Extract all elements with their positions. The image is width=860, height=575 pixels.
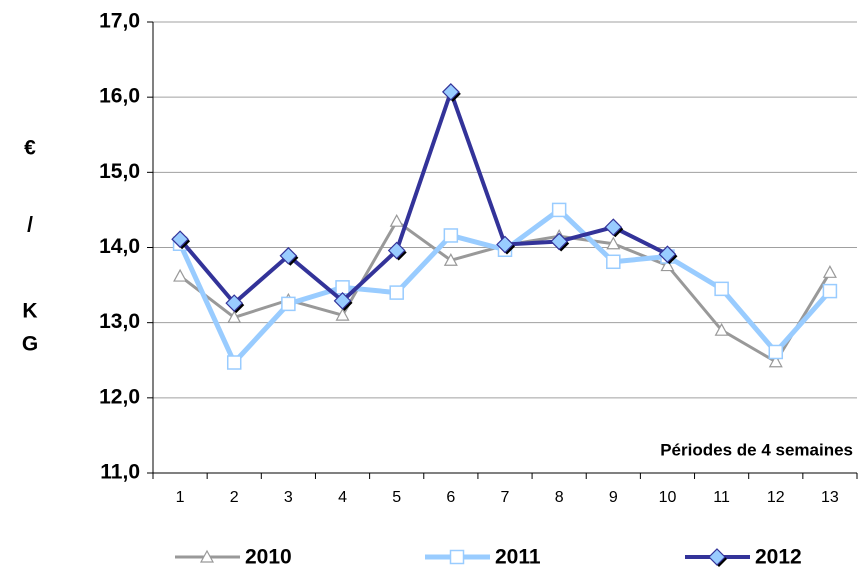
data-point xyxy=(714,322,729,336)
x-tick-label: 1 xyxy=(176,489,185,506)
data-point xyxy=(768,354,783,368)
data-point xyxy=(441,83,460,101)
data-point xyxy=(768,344,784,360)
series-line xyxy=(178,89,669,306)
y-axis-label: G xyxy=(22,333,38,356)
y-axis-label: € xyxy=(24,137,36,160)
y-tick-label: 11,0 xyxy=(100,461,140,484)
x-tick-label: 13 xyxy=(821,489,839,506)
data-point xyxy=(551,202,567,218)
data-point xyxy=(227,310,242,324)
x-tick-label: 5 xyxy=(392,489,401,506)
data-point xyxy=(496,235,514,254)
data-point xyxy=(279,246,298,265)
y-tick-label: 15,0 xyxy=(99,160,140,183)
data-point xyxy=(281,296,296,312)
data-point xyxy=(387,241,406,260)
y-axis-label: K xyxy=(22,300,37,323)
x-tick-label: 9 xyxy=(609,489,618,506)
data-point xyxy=(822,265,837,278)
y-tick-label: 12,0 xyxy=(99,385,140,408)
x-tick-label: 6 xyxy=(446,489,455,506)
data-point xyxy=(443,228,459,243)
y-tick-label: 17,0 xyxy=(99,10,140,33)
data-point xyxy=(714,281,729,297)
x-tick-label: 7 xyxy=(501,489,510,506)
data-point xyxy=(226,355,242,370)
data-point xyxy=(606,236,621,250)
y-tick-label: 14,0 xyxy=(99,235,140,258)
data-point xyxy=(335,280,350,295)
data-point xyxy=(550,232,569,251)
data-point xyxy=(604,218,623,237)
data-point xyxy=(658,245,677,264)
data-point xyxy=(335,307,350,321)
annotation: Périodes de 4 semaines xyxy=(660,440,853,459)
data-point xyxy=(225,294,244,312)
data-point xyxy=(173,268,188,282)
x-tick-label: 12 xyxy=(767,489,785,506)
data-point xyxy=(822,283,838,299)
x-tick-label: 8 xyxy=(555,489,564,506)
x-tick-label: 3 xyxy=(284,489,293,506)
legend-marker xyxy=(199,549,215,563)
y-tick-label: 16,0 xyxy=(99,85,140,108)
data-point xyxy=(389,285,404,300)
legend-marker xyxy=(708,548,726,566)
legend-marker xyxy=(449,549,465,565)
data-point xyxy=(606,254,621,270)
legend-label: 2011 xyxy=(495,546,541,569)
data-point xyxy=(171,230,189,249)
data-point xyxy=(443,253,458,266)
x-tick-label: 10 xyxy=(659,489,677,506)
y-axis-label: / xyxy=(27,214,33,237)
data-point xyxy=(660,258,675,272)
y-tick-label: 13,0 xyxy=(99,310,140,333)
legend-label: 2010 xyxy=(245,546,292,569)
x-tick-label: 2 xyxy=(230,489,239,506)
legend-label: 2012 xyxy=(755,546,802,569)
data-point xyxy=(333,292,352,310)
x-tick-label: 4 xyxy=(338,489,347,506)
data-point xyxy=(389,213,404,227)
x-tick-label: 11 xyxy=(713,489,730,506)
